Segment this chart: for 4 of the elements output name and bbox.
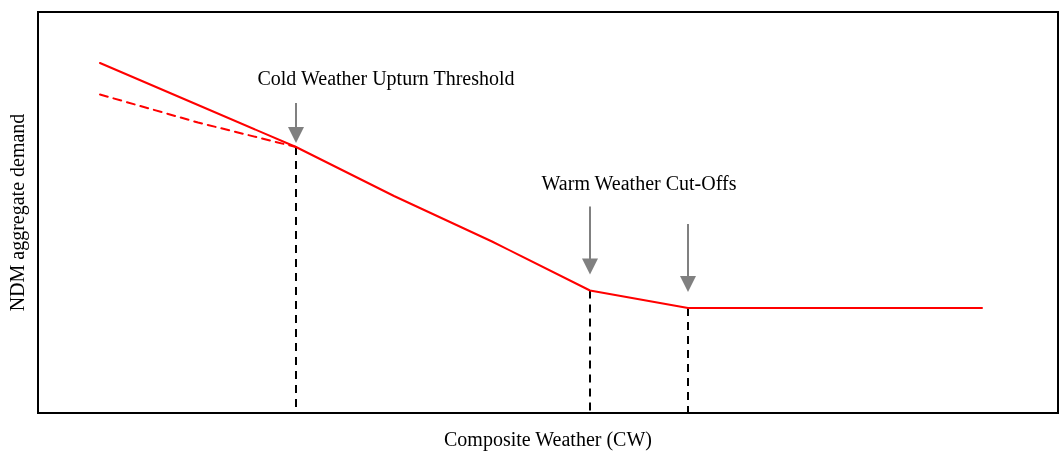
annotation: Warm Weather Cut-Offs — [541, 172, 737, 194]
annotation: Cold Weather Upturn Threshold — [257, 67, 515, 90]
y-axis-title: NDM aggregate demand — [6, 113, 29, 312]
x-axis-title: Composite Weather (CW) — [444, 428, 652, 451]
